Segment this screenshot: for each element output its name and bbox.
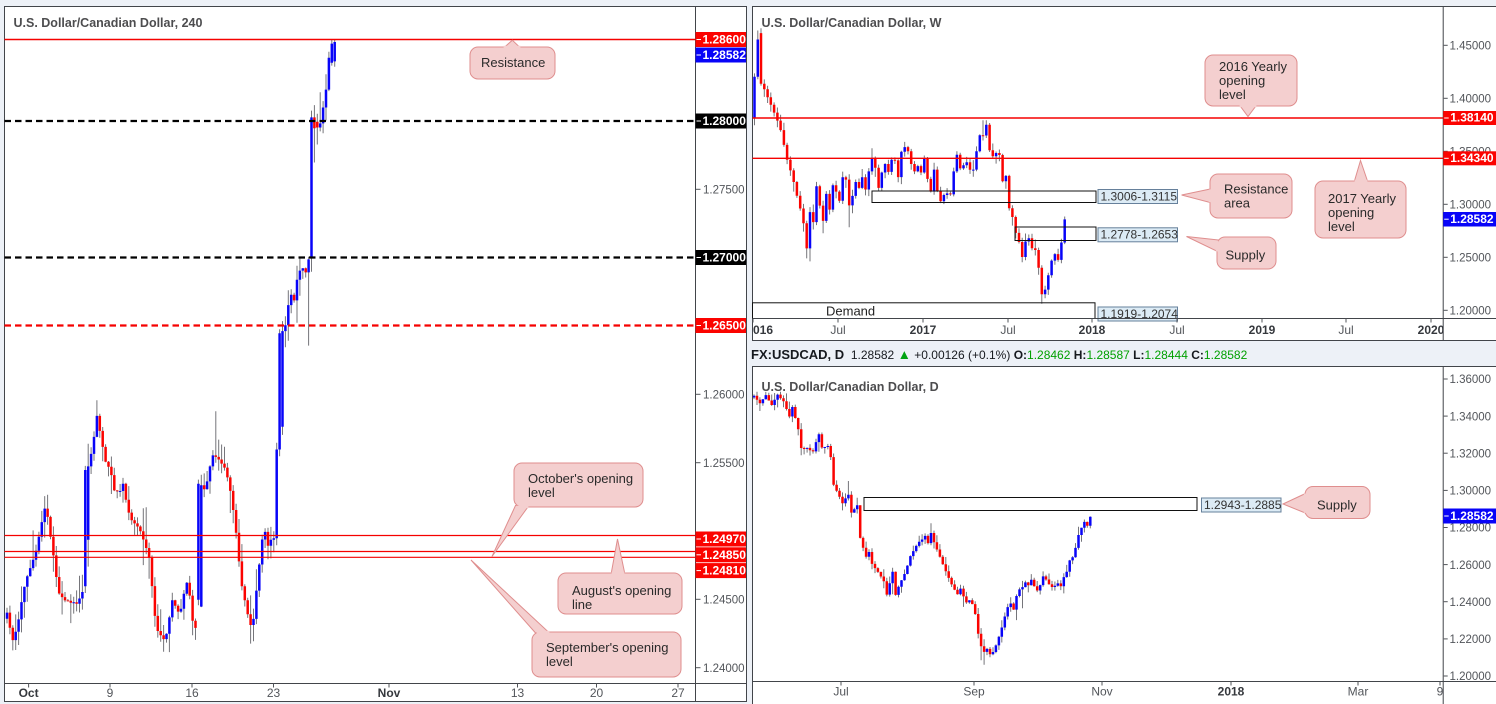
svg-text:Jul: Jul	[833, 685, 848, 699]
svg-text:1.26000: 1.26000	[703, 390, 745, 402]
svg-text:area: area	[1224, 196, 1251, 211]
svg-text:1.28600: 1.28600	[703, 33, 747, 47]
svg-text:1.27000: 1.27000	[703, 251, 747, 265]
svg-text:Mar: Mar	[1348, 685, 1369, 699]
svg-text:Supply: Supply	[1317, 497, 1357, 512]
svg-text:1.22000: 1.22000	[1450, 634, 1492, 646]
svg-text:1.26500: 1.26500	[703, 319, 747, 333]
svg-text:1.1919-1.2074: 1.1919-1.2074	[1101, 307, 1179, 321]
svg-text:2017: 2017	[910, 323, 937, 337]
svg-text:Demand: Demand	[826, 304, 875, 319]
svg-text:2020: 2020	[1418, 323, 1445, 337]
svg-text:27: 27	[671, 686, 685, 700]
svg-text:1.28582: 1.28582	[1450, 509, 1494, 523]
svg-text:9: 9	[107, 686, 114, 700]
svg-text:1.32000: 1.32000	[1450, 448, 1492, 460]
svg-text:October's opening: October's opening	[528, 471, 633, 486]
svg-text:1.26000: 1.26000	[1450, 560, 1492, 572]
svg-text:1.28582: 1.28582	[703, 48, 747, 62]
svg-text:1.27500: 1.27500	[703, 185, 745, 197]
svg-text:1.24850: 1.24850	[703, 548, 747, 562]
svg-text:level: level	[546, 654, 573, 669]
svg-text:Jul: Jul	[830, 323, 845, 337]
svg-text:1.28000: 1.28000	[703, 114, 747, 128]
svg-text:1.2943-1.2885: 1.2943-1.2885	[1204, 498, 1282, 512]
svg-text:level: level	[528, 485, 555, 500]
svg-text:016: 016	[753, 323, 773, 337]
svg-text:2018: 2018	[1079, 323, 1106, 337]
svg-text:1.34340: 1.34340	[1450, 151, 1494, 165]
svg-text:Nov: Nov	[1091, 685, 1112, 699]
svg-text:Jul: Jul	[1000, 323, 1015, 337]
svg-text:Resistance: Resistance	[481, 55, 545, 70]
svg-text:Nov: Nov	[378, 686, 401, 700]
svg-text:1.20000: 1.20000	[1450, 671, 1492, 683]
svg-text:Jul: Jul	[1169, 323, 1184, 337]
svg-text:13: 13	[511, 686, 525, 700]
svg-text:1.30000: 1.30000	[1450, 486, 1492, 498]
svg-text:Jul: Jul	[1338, 323, 1353, 337]
svg-text:1.20000: 1.20000	[1450, 306, 1492, 318]
svg-text:23: 23	[267, 686, 281, 700]
svg-text:1.28000: 1.28000	[1450, 523, 1492, 535]
svg-text:Sep: Sep	[963, 685, 985, 699]
svg-text:1.34000: 1.34000	[1450, 411, 1492, 423]
svg-text:20: 20	[590, 686, 604, 700]
svg-text:2017 Yearly: 2017 Yearly	[1328, 191, 1396, 206]
svg-text:September's opening: September's opening	[546, 640, 668, 655]
svg-text:1.38140: 1.38140	[1450, 111, 1494, 125]
svg-text:Supply: Supply	[1226, 248, 1266, 263]
svg-text:1.3006-1.3115: 1.3006-1.3115	[1101, 189, 1178, 203]
svg-text:Resistance: Resistance	[1224, 182, 1288, 197]
svg-text:1.24500: 1.24500	[703, 595, 745, 607]
svg-text:level: level	[1219, 87, 1246, 102]
svg-text:1.45000: 1.45000	[1450, 41, 1492, 53]
svg-text:1.24970: 1.24970	[703, 532, 747, 546]
svg-text:level: level	[1328, 219, 1355, 234]
svg-text:U.S. Dollar/Canadian Dollar, W: U.S. Dollar/Canadian Dollar, W	[762, 16, 942, 30]
svg-text:1.40000: 1.40000	[1450, 94, 1492, 106]
svg-text:opening: opening	[1328, 205, 1374, 220]
svg-text:1.24000: 1.24000	[1450, 597, 1492, 609]
svg-text:2018: 2018	[1218, 685, 1245, 699]
svg-text:Oct: Oct	[19, 686, 39, 700]
svg-text:U.S. Dollar/Canadian Dollar, 2: U.S. Dollar/Canadian Dollar, 240	[14, 16, 203, 30]
svg-text:1.28582: 1.28582	[1450, 212, 1494, 226]
svg-text:9: 9	[1437, 685, 1444, 699]
svg-text:line: line	[572, 597, 592, 612]
svg-text:1.2778-1.2653: 1.2778-1.2653	[1101, 228, 1179, 242]
svg-text:August's opening: August's opening	[572, 583, 671, 598]
svg-text:1.36000: 1.36000	[1450, 374, 1492, 386]
svg-text:16: 16	[185, 686, 199, 700]
svg-text:2016 Yearly: 2016 Yearly	[1219, 59, 1287, 74]
svg-text:2019: 2019	[1249, 323, 1276, 337]
svg-text:1.30000: 1.30000	[1450, 200, 1492, 212]
svg-text:1.24810: 1.24810	[703, 564, 747, 578]
svg-text:1.25000: 1.25000	[1450, 253, 1492, 265]
svg-text:1.25500: 1.25500	[703, 458, 745, 470]
svg-text:1.24000: 1.24000	[703, 663, 745, 675]
svg-text:opening: opening	[1219, 73, 1265, 88]
svg-text:U.S. Dollar/Canadian Dollar, D: U.S. Dollar/Canadian Dollar, D	[762, 380, 939, 394]
